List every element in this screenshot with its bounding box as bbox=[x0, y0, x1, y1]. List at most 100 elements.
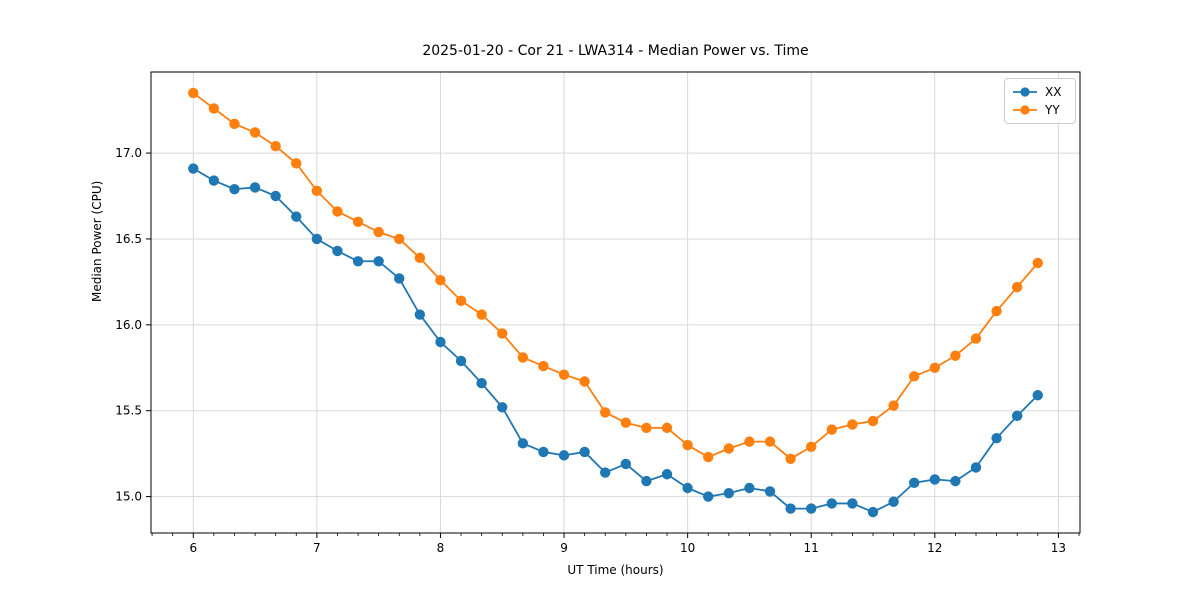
data-point-yy bbox=[950, 350, 961, 361]
data-point-yy bbox=[455, 295, 467, 306]
data-point-xx bbox=[497, 402, 508, 413]
data-point-xx bbox=[744, 482, 755, 494]
x-tick-label: 9 bbox=[560, 541, 568, 555]
data-point-yy bbox=[1011, 281, 1023, 293]
x-tick-label: 13 bbox=[1051, 541, 1066, 555]
data-point-xx bbox=[517, 438, 529, 449]
data-point-xx bbox=[703, 491, 714, 502]
legend-xx-line-marker-icon bbox=[1013, 87, 1037, 97]
data-point-xx bbox=[826, 498, 838, 509]
x-tick-label: 7 bbox=[313, 541, 321, 555]
data-point-xx bbox=[332, 245, 343, 257]
data-point-xx bbox=[867, 506, 879, 518]
data-point-yy bbox=[805, 441, 817, 452]
legend-item-xx: XX bbox=[1012, 83, 1067, 101]
series-line-yy bbox=[192, 92, 1039, 460]
series-line-xx bbox=[192, 167, 1039, 513]
data-point-yy bbox=[352, 216, 364, 227]
data-point-yy bbox=[682, 439, 693, 451]
data-point-xx bbox=[991, 432, 1002, 444]
data-point-xx bbox=[764, 486, 776, 497]
legend-item-yy: YY bbox=[1012, 101, 1067, 119]
legend: XX YY bbox=[1004, 78, 1076, 124]
data-point-xx bbox=[538, 446, 549, 458]
data-point-xx bbox=[908, 477, 920, 489]
data-point-yy bbox=[394, 233, 405, 245]
data-point-yy bbox=[291, 158, 302, 169]
data-point-yy bbox=[517, 352, 529, 363]
data-point-xx bbox=[352, 256, 364, 267]
data-point-xx bbox=[600, 467, 611, 478]
data-point-xx bbox=[641, 475, 652, 487]
data-point-xx bbox=[950, 475, 961, 487]
legend-label-xx: XX bbox=[1045, 85, 1062, 99]
data-point-xx bbox=[579, 446, 590, 458]
y-tick-label: 16.0 bbox=[115, 318, 142, 332]
data-point-xx bbox=[435, 336, 446, 348]
data-point-xx bbox=[414, 309, 426, 320]
data-point-yy bbox=[249, 127, 261, 138]
data-point-yy bbox=[764, 436, 776, 447]
data-point-yy bbox=[497, 328, 508, 339]
data-point-xx bbox=[208, 175, 220, 186]
data-point-xx bbox=[1011, 410, 1023, 422]
data-point-xx bbox=[929, 474, 940, 485]
x-tick-label: 6 bbox=[189, 541, 197, 555]
chart-title: 2025-01-20 - Cor 21 - LWA314 - Median Po… bbox=[422, 43, 809, 59]
data-point-yy bbox=[723, 443, 735, 454]
data-point-yy bbox=[270, 140, 281, 152]
x-tick-label: 8 bbox=[437, 541, 445, 555]
data-point-xx bbox=[805, 503, 817, 514]
data-point-yy bbox=[373, 226, 384, 238]
data-point-yy bbox=[188, 87, 199, 99]
data-point-xx bbox=[394, 273, 405, 284]
data-point-xx bbox=[291, 211, 302, 222]
x-tick-label: 12 bbox=[927, 541, 942, 555]
data-point-xx bbox=[847, 498, 858, 509]
data-point-xx bbox=[785, 503, 796, 514]
data-point-xx bbox=[455, 355, 467, 367]
legend-yy-line-marker-icon bbox=[1013, 105, 1037, 115]
legend-label-yy: YY bbox=[1045, 103, 1060, 117]
x-tick-label: 10 bbox=[680, 541, 695, 555]
data-point-yy bbox=[991, 305, 1002, 317]
data-point-xx bbox=[476, 378, 487, 389]
data-point-yy bbox=[888, 400, 899, 411]
y-tick-label: 15.5 bbox=[115, 404, 142, 418]
data-point-xx bbox=[1032, 390, 1043, 401]
data-point-xx bbox=[249, 182, 261, 193]
data-point-yy bbox=[641, 422, 652, 434]
data-point-yy bbox=[826, 424, 838, 435]
data-point-yy bbox=[1032, 257, 1043, 269]
data-point-xx bbox=[888, 496, 899, 507]
data-point-yy bbox=[476, 309, 487, 320]
data-point-xx bbox=[270, 190, 281, 202]
data-point-yy bbox=[208, 103, 220, 114]
data-point-xx bbox=[723, 487, 735, 499]
data-point-yy bbox=[867, 415, 879, 427]
data-point-yy bbox=[579, 376, 590, 387]
data-point-yy bbox=[847, 419, 858, 430]
data-point-yy bbox=[908, 371, 920, 382]
data-point-xx bbox=[229, 183, 240, 195]
data-point-xx bbox=[311, 233, 323, 245]
data-point-xx bbox=[682, 482, 693, 494]
data-point-xx bbox=[188, 163, 199, 174]
data-point-yy bbox=[703, 451, 714, 463]
data-point-xx bbox=[661, 469, 673, 480]
data-point-yy bbox=[414, 252, 426, 264]
data-point-yy bbox=[311, 185, 323, 197]
data-point-xx bbox=[970, 462, 982, 473]
data-point-yy bbox=[929, 362, 940, 373]
data-point-yy bbox=[538, 360, 549, 372]
data-point-yy bbox=[600, 407, 611, 418]
data-point-yy bbox=[970, 333, 982, 344]
data-point-xx bbox=[373, 256, 384, 267]
y-tick-label: 17.0 bbox=[115, 146, 142, 160]
y-tick-label: 15.0 bbox=[115, 490, 142, 504]
data-point-yy bbox=[744, 436, 755, 447]
data-point-xx bbox=[558, 450, 570, 461]
data-point-xx bbox=[620, 458, 632, 470]
